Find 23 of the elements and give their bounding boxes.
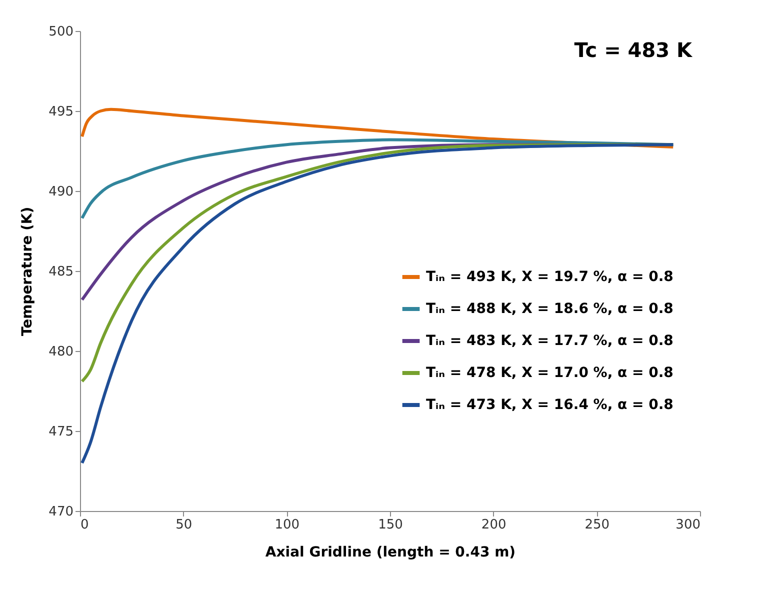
annotation: Tc = 483 K [574, 38, 694, 62]
legend-label: Tᵢₙ = 483 K, X = 17.7 %, α = 0.8 [426, 333, 674, 349]
y-tick-label: 500 [48, 24, 74, 40]
x-tick-label: 200 [481, 518, 506, 532]
legend-label: Tᵢₙ = 488 K, X = 18.6 %, α = 0.8 [426, 301, 674, 317]
legend-label: Tᵢₙ = 478 K, X = 17.0 %, α = 0.8 [426, 365, 674, 381]
y-tick-label: 490 [48, 184, 74, 200]
legend-label: Tᵢₙ = 473 K, X = 16.4 %, α = 0.8 [426, 397, 674, 413]
x-tick-label: 100 [274, 518, 300, 532]
y-axis-title: Temperature (K) [20, 206, 36, 336]
y-tick-label: 470 [48, 504, 74, 520]
legend-label: Tᵢₙ = 493 K, X = 19.7 %, α = 0.8 [426, 269, 674, 285]
y-tick-label: 480 [48, 344, 74, 360]
line-series [80, 143, 675, 464]
x-tick-label: 0 [80, 518, 89, 532]
x-tick-label: 300 [676, 518, 700, 532]
y-tick-label: 485 [48, 264, 74, 280]
x-tick-label: 250 [584, 518, 610, 532]
x-axis-title: Axial Gridline (length = 0.43 m) [265, 544, 516, 560]
y-tick-label: 495 [48, 104, 74, 120]
x-tick-label: 50 [176, 518, 192, 532]
y-tick-label: 475 [48, 424, 74, 440]
x-tick-label: 150 [378, 518, 403, 532]
